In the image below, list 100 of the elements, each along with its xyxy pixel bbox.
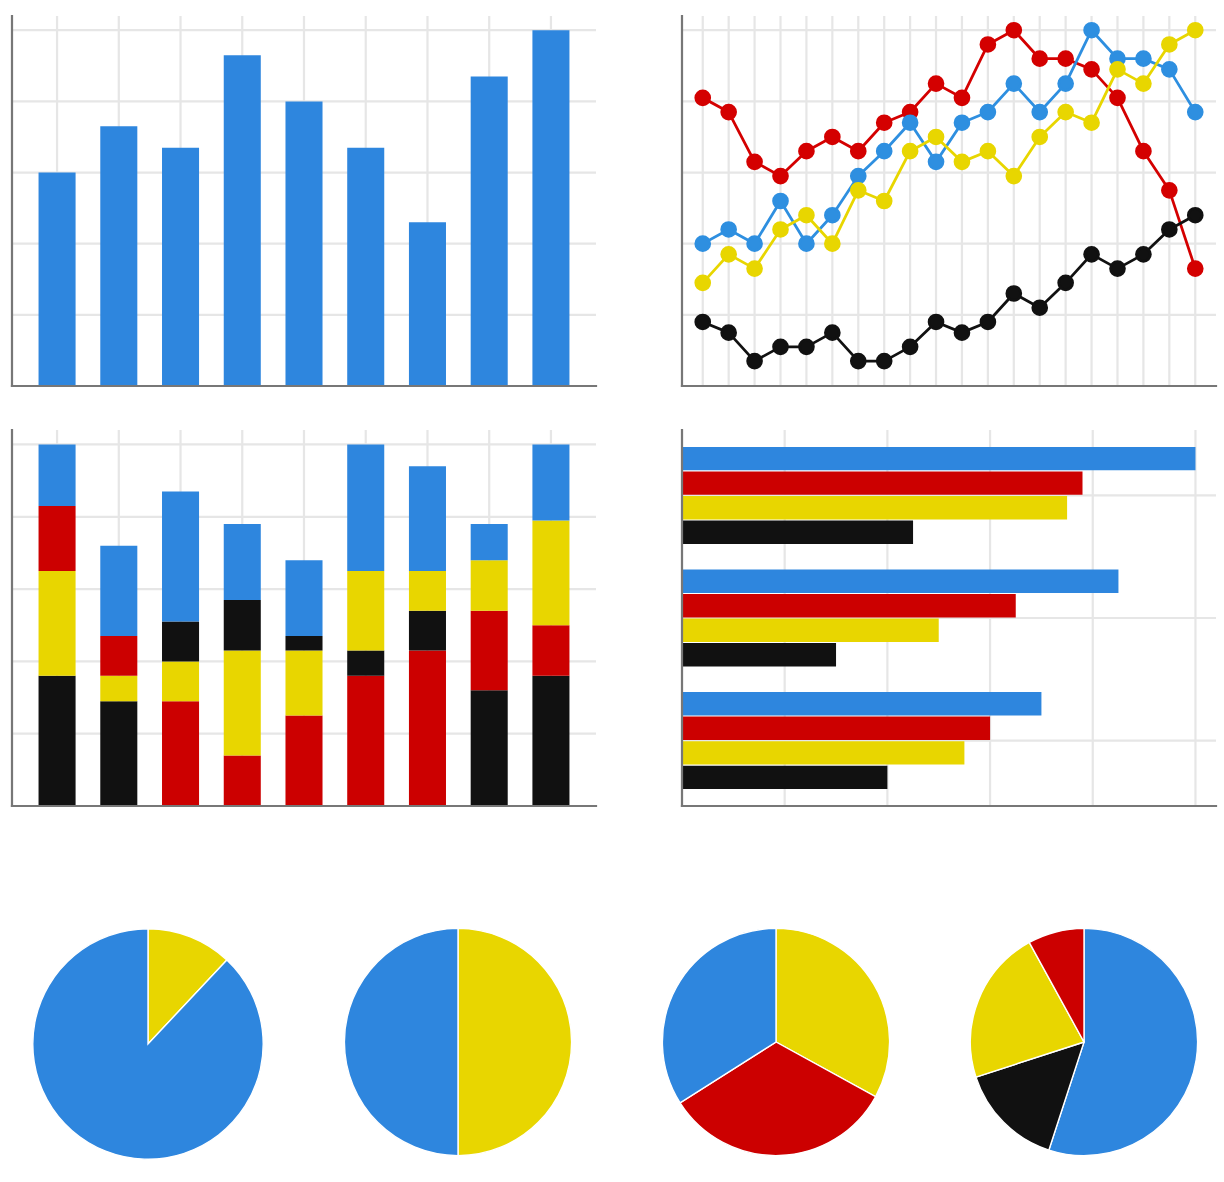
point [849, 181, 867, 199]
point [1005, 285, 1023, 302]
bar [470, 524, 508, 561]
bar [682, 447, 1196, 471]
point [798, 338, 815, 356]
point [746, 352, 763, 370]
bar [100, 126, 138, 386]
point [1161, 61, 1178, 78]
point [901, 114, 919, 132]
point [901, 338, 919, 356]
point [1057, 75, 1074, 92]
point [927, 128, 945, 146]
point [694, 274, 712, 292]
point [1186, 103, 1204, 121]
point [1135, 75, 1152, 92]
bar [682, 471, 1083, 495]
bar [223, 524, 261, 600]
bar [408, 222, 446, 386]
bar [682, 741, 965, 765]
point [746, 235, 763, 253]
point [1186, 260, 1204, 277]
bar [347, 147, 385, 386]
point [1005, 75, 1023, 92]
point [1057, 103, 1074, 121]
point [720, 103, 737, 121]
point [1109, 61, 1126, 78]
point [953, 324, 971, 341]
pie-slice [32, 928, 264, 1160]
point [1161, 221, 1178, 238]
point [1109, 260, 1126, 277]
bar [347, 444, 385, 571]
bar [223, 55, 261, 386]
bar [347, 675, 385, 806]
point [772, 167, 789, 185]
bar [682, 716, 991, 740]
point [798, 235, 815, 253]
bar [408, 650, 446, 806]
bar [408, 571, 446, 611]
bar [285, 636, 323, 651]
point [1005, 167, 1023, 185]
point [694, 89, 712, 107]
bar [682, 643, 837, 667]
bar [682, 520, 914, 544]
bar [682, 692, 1042, 716]
point [694, 313, 712, 331]
bar [470, 690, 508, 806]
point [979, 36, 997, 53]
point [824, 324, 841, 341]
point [798, 142, 815, 160]
bar [532, 30, 570, 386]
point [849, 352, 867, 370]
bar [162, 147, 200, 386]
point [979, 142, 997, 160]
point [1135, 50, 1152, 68]
bar [38, 505, 76, 571]
point [720, 324, 737, 341]
bar [285, 101, 323, 386]
bar [347, 571, 385, 651]
bar [223, 755, 261, 806]
point [1083, 61, 1100, 78]
bar [408, 610, 446, 651]
bar [532, 520, 570, 626]
bar [162, 621, 200, 662]
point [798, 206, 815, 224]
point [746, 153, 763, 171]
bar [682, 594, 1016, 618]
point [953, 153, 971, 171]
bar [470, 76, 508, 386]
bar [532, 625, 570, 676]
point [875, 114, 893, 132]
bar [223, 599, 261, 651]
bar [682, 496, 1068, 520]
point [772, 192, 789, 210]
point [824, 206, 841, 224]
bar [532, 675, 570, 806]
point [979, 103, 997, 121]
point [1161, 181, 1178, 199]
point [1186, 206, 1204, 224]
point [1057, 50, 1074, 68]
point [849, 142, 867, 160]
point [772, 221, 789, 238]
point [1161, 36, 1178, 53]
bar [100, 636, 138, 676]
point [1057, 274, 1074, 292]
bar [408, 466, 446, 571]
point [1083, 114, 1100, 132]
bar [223, 650, 261, 756]
point [1083, 21, 1100, 39]
bar [100, 545, 138, 637]
point [694, 235, 712, 253]
point [875, 192, 893, 210]
point [824, 128, 841, 146]
point [824, 235, 841, 253]
point [1031, 103, 1049, 121]
point [979, 313, 997, 331]
bar [682, 618, 939, 642]
point [1186, 21, 1204, 39]
bar [38, 172, 76, 386]
point [720, 246, 737, 263]
bar [470, 610, 508, 691]
